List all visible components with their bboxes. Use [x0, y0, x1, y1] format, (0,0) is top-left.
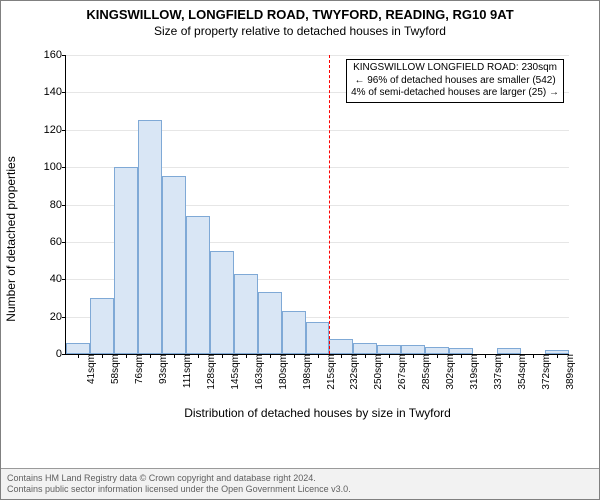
histogram-bar: [90, 298, 114, 354]
x-tick-label: 337sqm: [489, 354, 504, 390]
histogram-bar: [306, 322, 330, 354]
histogram-bar: [186, 216, 210, 354]
x-tick-mark: [126, 354, 127, 358]
histogram-bar: [425, 347, 449, 354]
histogram-bar: [353, 343, 377, 354]
x-tick-label: 58sqm: [106, 354, 121, 384]
x-tick-label: 76sqm: [130, 354, 145, 384]
page-subtitle: Size of property relative to detached ho…: [1, 24, 599, 38]
annotation-box: KINGSWILLOW LONGFIELD ROAD: 230sqm ← 96%…: [346, 59, 564, 103]
histogram-bar: [114, 167, 138, 354]
x-tick-label: 354sqm: [513, 354, 528, 390]
x-tick-mark: [318, 354, 319, 358]
y-tick-label: 0: [56, 348, 66, 360]
annotation-line: 4% of semi-detached houses are larger (2…: [351, 87, 559, 100]
annotation-line: KINGSWILLOW LONGFIELD ROAD: 230sqm: [351, 62, 559, 75]
x-tick-mark: [437, 354, 438, 358]
histogram-bar: [66, 343, 90, 354]
x-tick-label: 128sqm: [202, 354, 217, 390]
x-tick-mark: [461, 354, 462, 358]
histogram-bar: [282, 311, 306, 354]
x-tick-mark: [78, 354, 79, 358]
histogram-bar: [210, 251, 234, 354]
x-tick-mark: [102, 354, 103, 358]
x-tick-label: 111sqm: [178, 354, 193, 388]
x-tick-label: 372sqm: [537, 354, 552, 390]
histogram-chart: Number of detached properties Distributi…: [41, 49, 581, 429]
gridline: [66, 55, 569, 56]
x-tick-label: 180sqm: [274, 354, 289, 390]
histogram-bar: [258, 292, 282, 354]
x-tick-mark: [389, 354, 390, 358]
x-tick-label: 41sqm: [82, 354, 97, 384]
x-tick-mark: [341, 354, 342, 358]
histogram-bar: [162, 176, 186, 354]
histogram-bar: [329, 339, 353, 354]
page-title: KINGSWILLOW, LONGFIELD ROAD, TWYFORD, RE…: [1, 7, 599, 22]
x-tick-label: 215sqm: [322, 354, 337, 390]
x-tick-mark: [509, 354, 510, 358]
x-tick-label: 93sqm: [154, 354, 169, 384]
y-tick-label: 160: [44, 49, 66, 61]
annotation-line: ← 96% of detached houses are smaller (54…: [351, 75, 559, 88]
y-tick-label: 20: [50, 311, 66, 323]
title-block: KINGSWILLOW, LONGFIELD ROAD, TWYFORD, RE…: [1, 1, 599, 38]
x-tick-mark: [222, 354, 223, 358]
x-tick-label: 232sqm: [345, 354, 360, 390]
x-tick-label: 163sqm: [250, 354, 265, 390]
x-axis-label: Distribution of detached houses by size …: [184, 406, 451, 420]
x-tick-mark: [270, 354, 271, 358]
y-tick-label: 40: [50, 273, 66, 285]
x-tick-mark: [150, 354, 151, 358]
histogram-bar: [234, 274, 258, 354]
x-tick-mark: [485, 354, 486, 358]
x-tick-label: 145sqm: [226, 354, 241, 390]
y-tick-label: 80: [50, 199, 66, 211]
footer-line: Contains HM Land Registry data © Crown c…: [7, 473, 593, 484]
footer-line: Contains public sector information licen…: [7, 484, 593, 495]
histogram-bar: [138, 120, 162, 354]
y-tick-label: 60: [50, 236, 66, 248]
y-tick-label: 120: [44, 124, 66, 136]
histogram-bar: [377, 345, 401, 354]
x-tick-label: 250sqm: [369, 354, 384, 390]
plot-area: Distribution of detached houses by size …: [65, 55, 569, 355]
x-tick-label: 319sqm: [465, 354, 480, 390]
reference-line: [329, 55, 330, 354]
x-tick-mark: [294, 354, 295, 358]
x-tick-mark: [174, 354, 175, 358]
y-tick-label: 140: [44, 86, 66, 98]
histogram-bar: [401, 345, 425, 354]
x-tick-label: 267sqm: [393, 354, 408, 390]
y-axis-label: Number of detached properties: [4, 156, 18, 321]
x-tick-mark: [533, 354, 534, 358]
y-tick-label: 100: [44, 161, 66, 173]
x-tick-label: 389sqm: [561, 354, 576, 390]
x-tick-label: 302sqm: [441, 354, 456, 390]
x-tick-label: 285sqm: [417, 354, 432, 390]
x-tick-mark: [246, 354, 247, 358]
x-tick-mark: [198, 354, 199, 358]
x-tick-mark: [413, 354, 414, 358]
x-tick-mark: [365, 354, 366, 358]
footer: Contains HM Land Registry data © Crown c…: [1, 468, 599, 500]
x-tick-mark: [557, 354, 558, 358]
x-tick-label: 198sqm: [298, 354, 313, 390]
